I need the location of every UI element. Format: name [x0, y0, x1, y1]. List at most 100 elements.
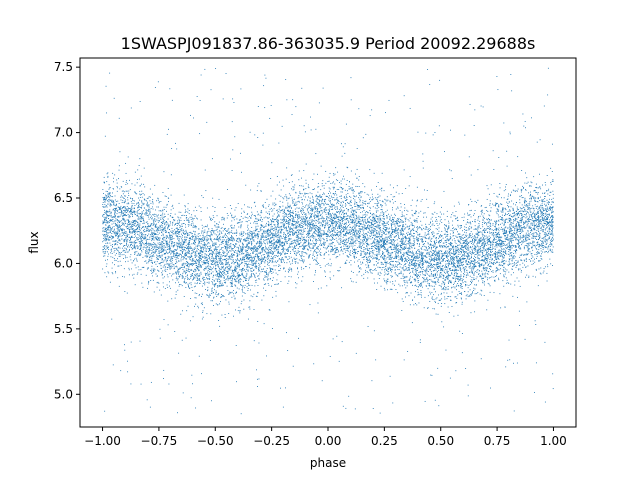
data-point: [516, 221, 518, 222]
data-point: [469, 235, 471, 237]
data-point: [191, 265, 193, 267]
data-point: [235, 243, 237, 245]
data-point: [104, 181, 105, 183]
data-point: [427, 307, 429, 308]
data-point: [187, 268, 189, 270]
data-point: [528, 218, 530, 220]
data-point: [552, 179, 554, 181]
data-point: [331, 216, 333, 218]
data-point: [367, 212, 369, 214]
data-point: [499, 245, 501, 247]
data-point: [427, 242, 429, 244]
data-point: [515, 237, 516, 239]
data-point: [261, 238, 262, 240]
data-point: [245, 262, 247, 264]
data-point: [298, 232, 299, 234]
data-point: [316, 255, 318, 257]
data-point: [314, 216, 316, 218]
data-point: [356, 186, 358, 187]
data-point: [489, 229, 491, 231]
data-point: [419, 243, 420, 245]
data-point: [353, 195, 355, 197]
data-point: [187, 264, 189, 266]
data-point: [451, 273, 453, 275]
data-point: [352, 189, 354, 190]
data-point: [118, 226, 120, 228]
data-point: [526, 254, 528, 256]
data-point: [118, 265, 120, 267]
data-point: [102, 233, 104, 235]
data-point: [544, 210, 546, 211]
data-point: [199, 251, 201, 253]
data-point: [295, 232, 297, 234]
data-point: [137, 246, 139, 248]
data-point: [206, 278, 208, 280]
data-point: [361, 225, 363, 227]
data-point: [351, 233, 353, 235]
data-point: [405, 187, 407, 189]
data-point: [113, 230, 115, 232]
data-point: [516, 208, 518, 210]
data-point: [526, 235, 528, 237]
data-point: [270, 258, 272, 260]
data-point: [504, 251, 506, 253]
data-point: [308, 242, 310, 244]
data-point: [125, 208, 127, 210]
data-point: [537, 197, 539, 199]
data-point: [364, 225, 366, 227]
data-point: [531, 117, 532, 119]
data-point: [249, 238, 251, 240]
data-point: [237, 203, 239, 205]
data-point: [536, 201, 538, 202]
data-point: [550, 226, 552, 228]
data-point: [403, 359, 405, 361]
data-point: [386, 243, 388, 245]
data-point: [289, 209, 291, 211]
data-point: [411, 247, 413, 249]
data-point: [208, 238, 210, 240]
data-point: [176, 252, 177, 254]
data-point: [509, 255, 511, 257]
data-point: [433, 276, 435, 277]
data-point: [533, 190, 535, 192]
data-point: [337, 208, 339, 210]
data-point: [436, 257, 438, 259]
data-point: [304, 216, 306, 217]
data-point: [166, 238, 167, 240]
data-point: [278, 194, 280, 196]
data-point: [379, 215, 381, 217]
data-point: [238, 221, 240, 223]
data-point: [224, 245, 226, 247]
data-point: [368, 237, 370, 239]
data-point: [484, 258, 486, 260]
data-point: [435, 237, 437, 239]
data-point: [128, 229, 130, 231]
data-point: [412, 228, 414, 230]
data-point: [208, 254, 210, 255]
data-point: [383, 263, 384, 265]
data-point: [267, 221, 269, 222]
data-point: [525, 266, 527, 268]
data-point: [231, 170, 233, 171]
data-point: [472, 237, 474, 239]
data-point: [412, 258, 414, 260]
data-point: [376, 197, 378, 199]
data-point: [143, 198, 145, 200]
data-point: [463, 241, 465, 243]
data-point: [188, 251, 190, 253]
data-point: [292, 232, 294, 234]
data-point: [467, 237, 469, 239]
data-point: [320, 222, 322, 224]
data-point: [178, 202, 180, 204]
data-point: [509, 239, 511, 241]
data-point: [418, 263, 420, 265]
data-point: [112, 273, 114, 275]
data-point: [473, 277, 475, 279]
data-point: [337, 270, 339, 272]
data-point: [504, 230, 506, 232]
data-point: [314, 228, 315, 230]
data-point: [232, 244, 234, 245]
data-point: [233, 232, 235, 234]
data-point: [308, 211, 310, 213]
data-point: [356, 223, 357, 225]
